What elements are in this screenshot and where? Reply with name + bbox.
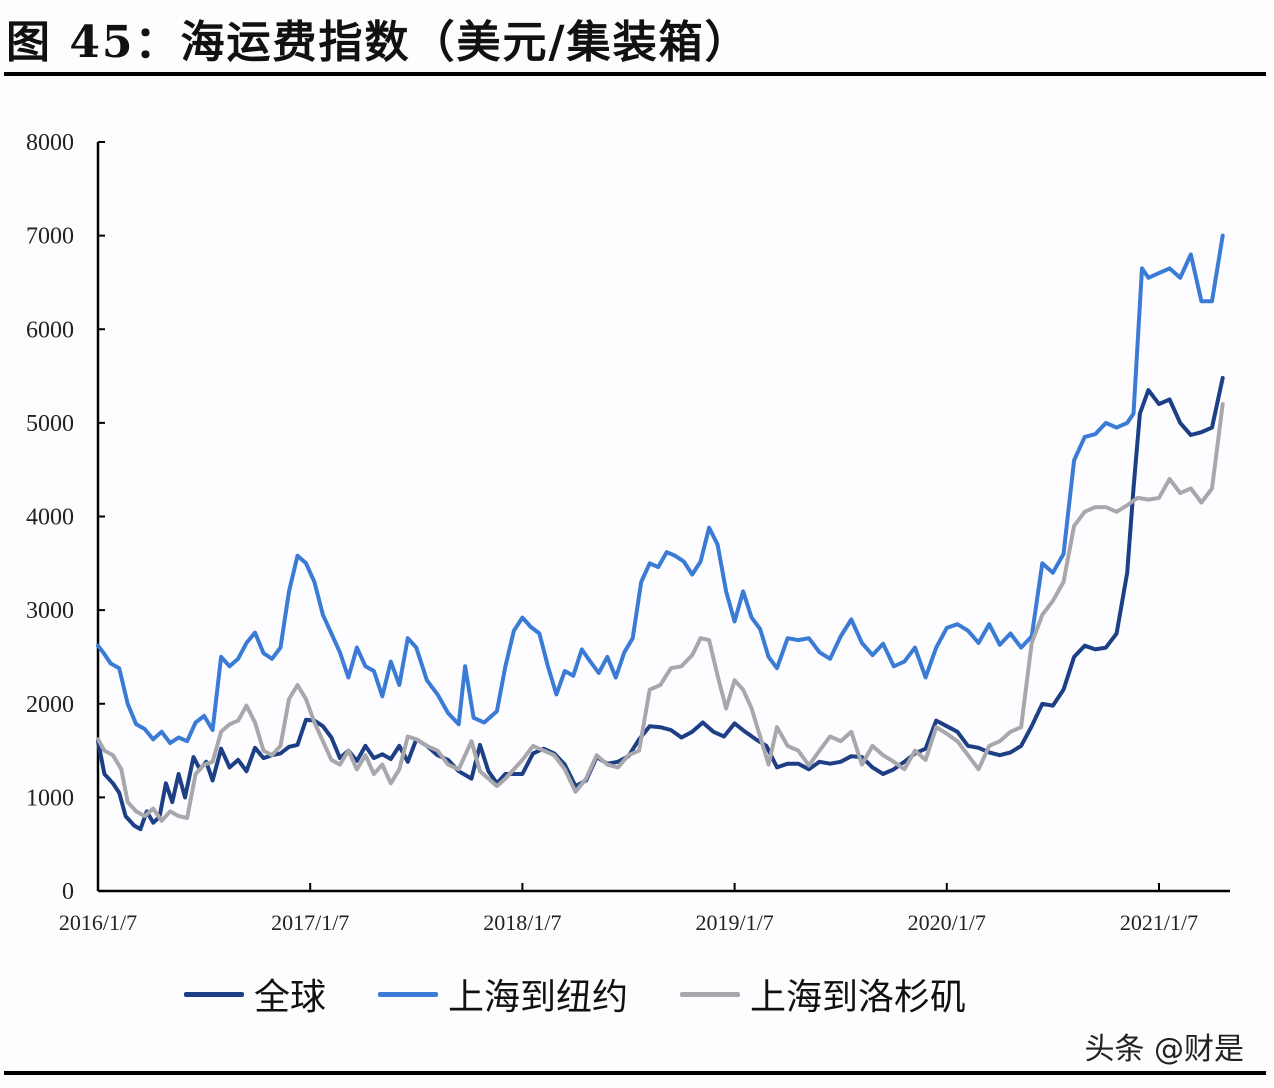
x-tick-label: 2021/1/7	[1120, 910, 1198, 935]
series-line-0	[96, 375, 1225, 832]
x-tick-label: 2019/1/7	[695, 910, 773, 935]
x-tick-label: 2020/1/7	[908, 910, 986, 935]
y-tick-label: 6000	[26, 317, 74, 343]
y-tick-label: 5000	[26, 411, 74, 437]
legend-swatch-shanghai-la	[680, 991, 741, 997]
x-tick-label: 2018/1/7	[483, 910, 561, 935]
legend-item-global: 全球	[184, 968, 326, 1020]
line-chart: 0 1000 2000 3000 4000 5000 6000 7000 8000 2016/1/…	[26, 130, 1230, 935]
watermark: 头条 @财是	[1084, 1032, 1244, 1067]
y-tick-label: 4000	[26, 505, 74, 531]
y-tick-label: 1000	[26, 785, 74, 811]
title-divider	[4, 72, 1266, 76]
legend-swatch-global	[184, 991, 244, 997]
y-tick-label: 7000	[26, 224, 74, 250]
series-line-1	[96, 233, 1225, 746]
y-tick-label: 8000	[26, 130, 74, 156]
x-tick-label: 2017/1/7	[271, 910, 349, 935]
chart-legend: 全球 上海到纽约 上海到洛杉矶	[184, 968, 1018, 1020]
legend-item-shanghai-ny: 上海到纽约	[378, 968, 628, 1020]
y-tick-label: 2000	[26, 692, 74, 718]
y-tick-label: 3000	[26, 598, 74, 624]
legend-item-shanghai-la: 上海到洛杉矶	[680, 968, 966, 1020]
legend-swatch-shanghai-ny	[378, 991, 439, 997]
legend-label-shanghai-ny: 上海到纽约	[448, 977, 629, 1018]
bottom-divider	[4, 1071, 1266, 1075]
series-line-2	[96, 402, 1225, 823]
legend-label-shanghai-la: 上海到洛杉矶	[750, 977, 967, 1018]
x-tick-label: 2016/1/7	[59, 910, 137, 935]
figure-title: 图 45：海运费指数（美元/集装箱）	[6, 17, 751, 68]
legend-label-global: 全球	[254, 977, 327, 1018]
y-tick-label: 0	[62, 879, 74, 905]
